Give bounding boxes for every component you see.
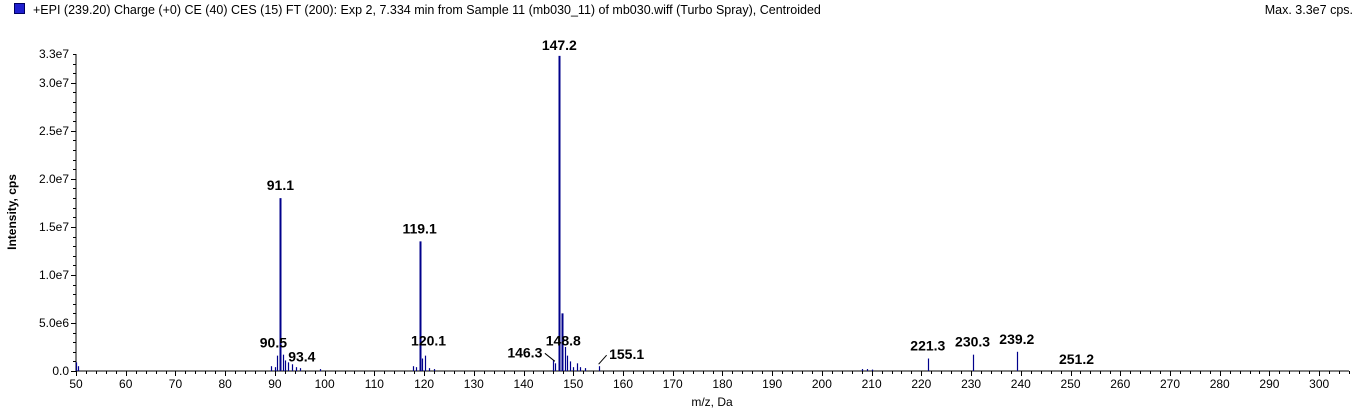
x-tick-label: 220 — [911, 377, 931, 391]
peak-label-leader — [544, 352, 556, 362]
max-intensity-label: Max. 3.3e7 cps. — [1264, 3, 1353, 17]
peak-label: 119.1 — [402, 220, 436, 236]
x-tick-label: 160 — [613, 377, 633, 391]
peak-label-leader — [598, 354, 607, 365]
x-tick-label: 60 — [119, 377, 133, 391]
x-tick-label: 230 — [961, 377, 981, 391]
x-tick-label: 80 — [219, 377, 233, 391]
x-tick-label: 170 — [663, 377, 683, 391]
x-axis-title: m/z, Da — [691, 395, 733, 409]
peak-label: 90.5 — [260, 335, 287, 351]
y-tick-label: 1.0e7 — [39, 268, 69, 282]
x-tick-label: 190 — [762, 377, 782, 391]
y-tick-label: 2.5e7 — [39, 124, 69, 138]
peak-label: 221.3 — [910, 338, 945, 354]
x-tick-label: 150 — [563, 377, 583, 391]
x-tick-label: 50 — [69, 377, 83, 391]
x-tick-label: 110 — [365, 377, 384, 391]
x-tick-label: 100 — [315, 377, 335, 391]
peak-label: 120.1 — [411, 333, 446, 349]
legend-swatch[interactable] — [14, 3, 25, 14]
y-tick-label: 3.3e7 — [39, 47, 69, 61]
x-tick-label: 180 — [712, 377, 732, 391]
peak-label: 148.8 — [546, 333, 581, 349]
peak-label: 146.3 — [507, 344, 542, 360]
y-tick-label: 1.5e7 — [39, 220, 69, 234]
x-tick-label: 120 — [414, 377, 434, 391]
x-tick-label: 210 — [862, 377, 882, 391]
x-tick-label: 200 — [812, 377, 832, 391]
spectrum-header: +EPI (239.20) Charge (+0) CE (40) CES (1… — [0, 0, 1361, 20]
x-tick-label: 250 — [1061, 377, 1081, 391]
x-tick-label: 280 — [1210, 377, 1230, 391]
axes: 50 60 70 80 90 100 110 120 130 140 150 160 170 180 190… — [39, 47, 1350, 391]
x-tick-label: 300 — [1309, 377, 1329, 391]
y-tick-label: 3.0e7 — [39, 76, 69, 90]
peak-label: 239.2 — [999, 331, 1034, 347]
x-tick-label: 70 — [169, 377, 183, 391]
peak-label: 155.1 — [609, 346, 644, 362]
y-tick-label: 5.0e6 — [39, 316, 69, 330]
peak-series — [75, 55, 1019, 371]
peak-label: 147.2 — [542, 37, 577, 53]
y-tick-label: 2.0e7 — [39, 172, 69, 186]
x-tick-label: 130 — [464, 377, 484, 391]
peak-label: 93.4 — [288, 348, 315, 364]
peak-label: 230.3 — [955, 334, 990, 350]
x-tick-label: 240 — [1011, 377, 1031, 391]
x-tick-label: 260 — [1110, 377, 1130, 391]
spectrum-title: +EPI (239.20) Charge (+0) CE (40) CES (1… — [33, 3, 821, 17]
y-axis-title: Intensity, cps — [5, 174, 19, 250]
peak-label: 251.2 — [1059, 351, 1094, 367]
x-tick-label: 290 — [1259, 377, 1279, 391]
x-tick-label: 90 — [268, 377, 282, 391]
x-tick-label: 140 — [514, 377, 534, 391]
y-tick-label: 0.0 — [52, 364, 69, 378]
x-tick-label: 270 — [1160, 377, 1180, 391]
peak-label: 91.1 — [267, 177, 294, 193]
